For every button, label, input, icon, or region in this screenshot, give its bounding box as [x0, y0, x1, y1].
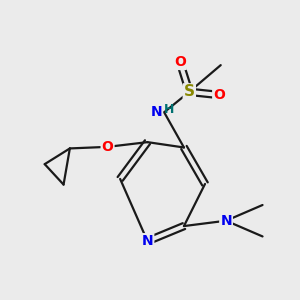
- Text: O: O: [174, 55, 186, 69]
- Text: N: N: [151, 105, 162, 119]
- Text: N: N: [142, 234, 153, 248]
- Text: N: N: [220, 214, 232, 228]
- Text: S: S: [184, 84, 195, 99]
- Text: H: H: [164, 103, 174, 116]
- Text: O: O: [102, 140, 113, 154]
- Text: O: O: [213, 88, 225, 102]
